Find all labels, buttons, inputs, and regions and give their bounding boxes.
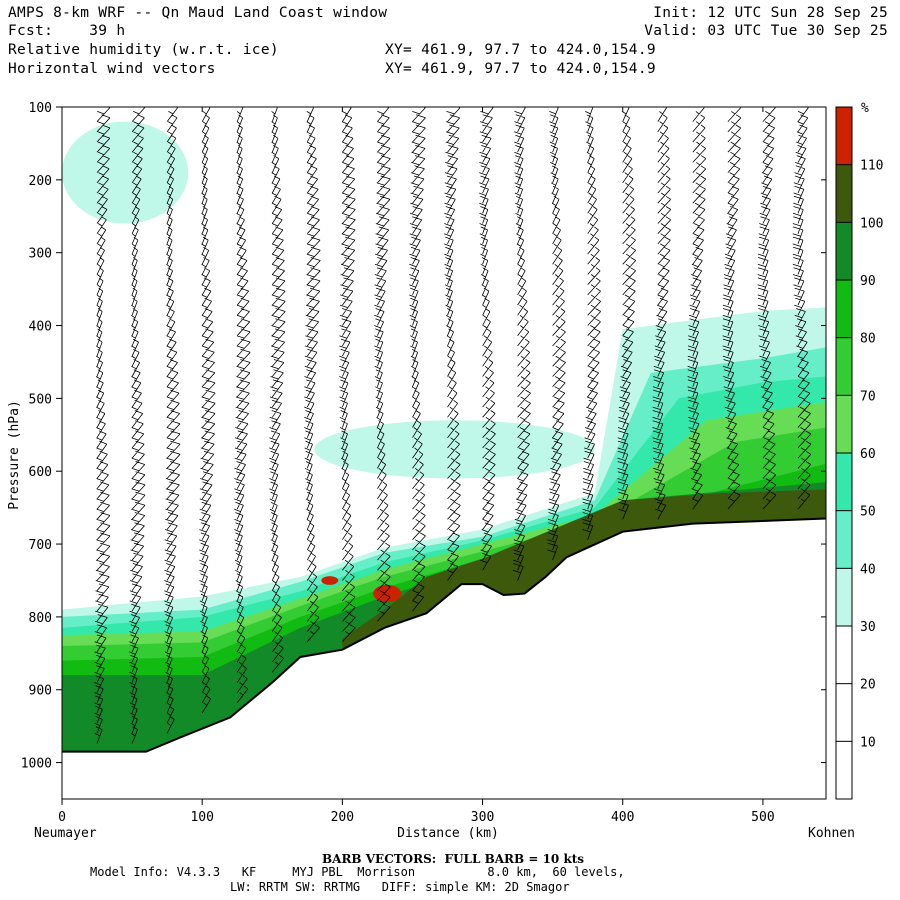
colorbar-bin-50 — [836, 453, 852, 511]
colorbar-tick-label-100: 100 — [860, 216, 883, 231]
colorbar-tick-label-60: 60 — [860, 447, 876, 462]
x-tick-label-100: 100 — [190, 810, 213, 825]
colorbar-tick-label-110: 110 — [860, 159, 883, 174]
y-tick-label-800: 800 — [29, 611, 52, 626]
rh-patch-30-0 — [62, 121, 189, 224]
y-tick-label-100: 100 — [29, 101, 52, 116]
x-tick-label-200: 200 — [331, 810, 354, 825]
y-tick-label-1000: 1000 — [21, 757, 52, 772]
xy-range-1: XY= 461.9, 97.7 to 424.0,154.9 — [385, 42, 656, 58]
init-time: Init: 12 UTC Sun 28 Sep 25 — [653, 5, 888, 21]
x-tick-label-300: 300 — [471, 810, 494, 825]
wind-barb-column-525 — [792, 107, 812, 510]
rh-patch-110-2 — [373, 584, 402, 603]
colorbar-bin-60 — [836, 395, 852, 453]
wind-barb-column-350 — [547, 107, 566, 561]
wind-barb-column-200 — [339, 107, 356, 642]
wind-barb-column-250 — [409, 107, 426, 612]
field-wind-label: Horizontal wind vectors — [8, 61, 216, 77]
colorbar-tick-label-70: 70 — [860, 389, 876, 404]
colorbar-bin-30 — [836, 568, 852, 626]
colorbar-bin-110 — [836, 107, 852, 165]
y-tick-label-200: 200 — [29, 174, 52, 189]
terrain-surface-line — [62, 517, 826, 753]
wind-barb-column-325 — [512, 107, 531, 581]
colorbar-tick-label-40: 40 — [860, 562, 876, 577]
y-tick-label-900: 900 — [29, 684, 52, 699]
colorbar-unit: % — [861, 101, 869, 116]
wind-barb-column-225 — [374, 107, 391, 622]
wind-barb-column-50 — [129, 107, 146, 744]
chart-title: AMPS 8-km WRF -- Qn Maud Land Coast wind… — [8, 5, 388, 21]
xy-range-2: XY= 461.9, 97.7 to 424.0,154.9 — [385, 61, 656, 77]
y-axis-label: Pressure (hPa) — [7, 400, 22, 510]
plot-frame — [61, 106, 827, 800]
valid-time: Valid: 03 UTC Tue 30 Sep 25 — [644, 23, 888, 39]
barb-vectors-note: BARB VECTORS: FULL BARB = 10 kts — [322, 852, 585, 866]
model-info-line-2: LW: RRTM SW: RRTMG DIFF: simple KM: 2D S… — [230, 880, 570, 894]
x-tick-label-0: 0 — [58, 810, 66, 825]
colorbar-bin-100 — [836, 164, 852, 223]
y-tick-label-700: 700 — [29, 538, 52, 553]
x-tick-label-400: 400 — [611, 810, 634, 825]
colorbar-tick-label-50: 50 — [860, 505, 876, 520]
colorbar-bin-90 — [836, 222, 852, 280]
wind-barb-column-275 — [444, 107, 461, 581]
wind-barb-column-125 — [234, 107, 251, 704]
colorbar-tick-label-20: 20 — [860, 678, 876, 693]
wind-barb-column-150 — [269, 107, 286, 673]
colorbar-bin-40 — [836, 510, 852, 569]
colorbar-tick-label-30: 30 — [860, 620, 876, 635]
y-tick-label-400: 400 — [29, 320, 52, 335]
rh-patch-110-3 — [321, 576, 339, 585]
colorbar-tick-label-10: 10 — [860, 735, 876, 750]
model-info-line-1: Model Info: V4.3.3 KF MYJ PBL Morrison 8… — [90, 865, 625, 879]
wind-barb-column-475 — [722, 107, 742, 510]
wind-barb-column-450 — [687, 107, 707, 510]
colorbar-bin-70 — [836, 337, 852, 396]
colorbar-tick-label-90: 90 — [860, 274, 876, 289]
x-tick-label-500: 500 — [751, 810, 774, 825]
wind-barb-column-375 — [582, 107, 601, 540]
wind-barb-column-300 — [479, 107, 496, 571]
colorbar-tick-label-80: 80 — [860, 332, 876, 347]
wind-barb-column-425 — [652, 107, 672, 520]
y-tick-label-600: 600 — [29, 465, 52, 480]
wind-barb-column-400 — [617, 107, 636, 520]
y-tick-label-500: 500 — [29, 392, 52, 407]
x-right-endpoint-label: Kohnen — [808, 826, 855, 841]
y-tick-label-300: 300 — [29, 247, 52, 262]
wind-barb-column-100 — [199, 107, 216, 714]
wind-barb-column-25 — [94, 107, 111, 744]
terrain-fill — [62, 518, 826, 799]
field-rh-label: Relative humidity (w.r.t. ice) — [8, 42, 279, 58]
x-left-endpoint-label: Neumayer — [34, 826, 97, 841]
colorbar-bin-0 — [836, 626, 852, 799]
wind-barb-column-500 — [757, 107, 777, 510]
wind-barb-column-175 — [304, 107, 321, 642]
x-axis-label: Distance (km) — [397, 826, 499, 841]
colorbar-bin-80 — [836, 280, 852, 338]
forecast-hour: Fcst: 39 h — [8, 23, 126, 39]
wind-barb-column-75 — [164, 107, 181, 734]
